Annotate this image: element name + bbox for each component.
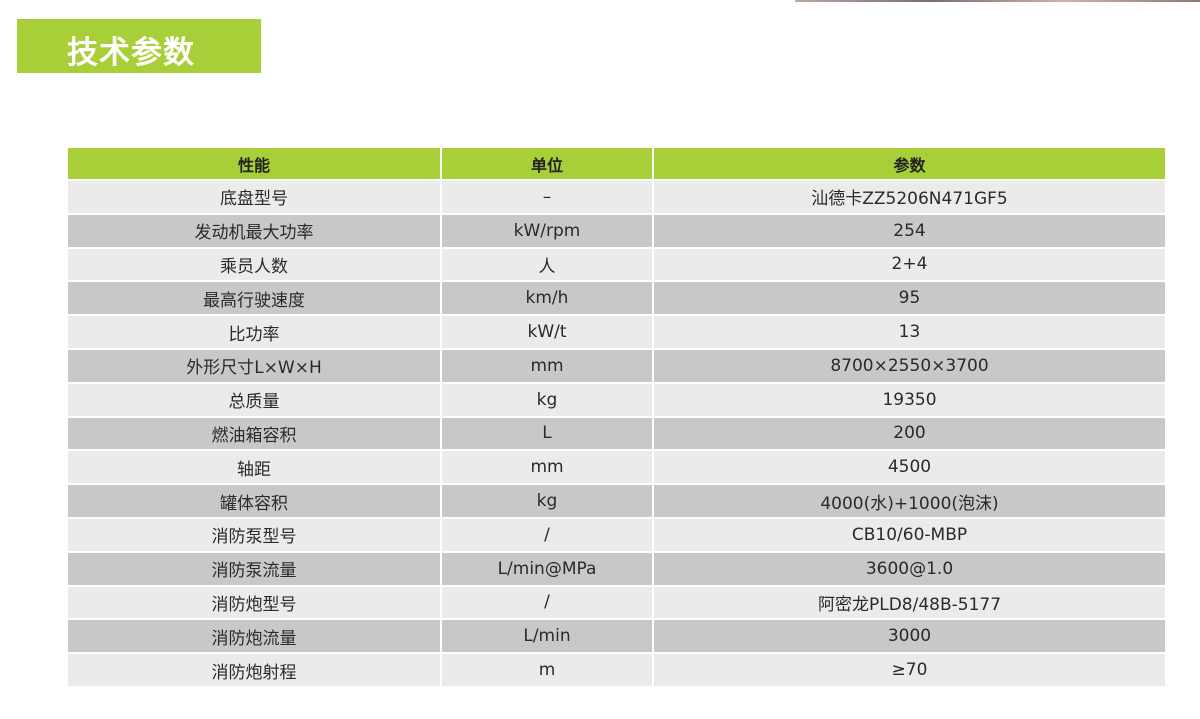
table-row: 外形尺寸L×W×H mm 8700×2550×3700 bbox=[68, 349, 1165, 384]
cell-performance: 燃油箱容积 bbox=[68, 417, 442, 452]
table-row: 消防炮流量 L/min 3000 bbox=[68, 620, 1165, 655]
table-header-row: 性能 单位 参数 bbox=[68, 148, 1165, 181]
title-banner: 技术参数 bbox=[17, 19, 261, 73]
table-row: 消防泵型号 / CB10/60-MBP bbox=[68, 518, 1165, 553]
page-title: 技术参数 bbox=[67, 35, 195, 71]
cell-unit: L bbox=[442, 417, 654, 452]
cell-unit: / bbox=[442, 518, 654, 553]
cell-parameter: 阿密龙PLD8/48B-5177 bbox=[654, 586, 1165, 621]
cell-parameter: 200 bbox=[654, 417, 1165, 452]
cell-parameter: 8700×2550×3700 bbox=[654, 349, 1165, 384]
cell-unit: km/h bbox=[442, 282, 654, 317]
table-row: 最高行驶速度 km/h 95 bbox=[68, 282, 1165, 317]
table-row: 燃油箱容积 L 200 bbox=[68, 417, 1165, 452]
top-image-strip bbox=[795, 0, 1200, 2]
cell-unit: L/min@MPa bbox=[442, 552, 654, 587]
cell-performance: 最高行驶速度 bbox=[68, 282, 442, 317]
table-row: 消防泵流量 L/min@MPa 3600@1.0 bbox=[68, 552, 1165, 587]
cell-unit: 人 bbox=[442, 248, 654, 283]
cell-unit: m bbox=[442, 654, 654, 688]
cell-parameter: 254 bbox=[654, 214, 1165, 249]
cell-performance: 总质量 bbox=[68, 383, 442, 418]
table-row: 消防炮型号 / 阿密龙PLD8/48B-5177 bbox=[68, 586, 1165, 621]
cell-unit: mm bbox=[442, 349, 654, 384]
cell-unit: L/min bbox=[442, 620, 654, 655]
cell-parameter: 3000 bbox=[654, 620, 1165, 655]
cell-performance: 消防炮射程 bbox=[68, 654, 442, 688]
cell-parameter: 3600@1.0 bbox=[654, 552, 1165, 587]
header-parameter: 参数 bbox=[654, 148, 1165, 181]
table-row: 乘员人数人 2+4 bbox=[68, 248, 1165, 283]
cell-performance: 发动机最大功率 bbox=[68, 214, 442, 249]
cell-unit: mm bbox=[442, 451, 654, 486]
cell-performance: 消防泵型号 bbox=[68, 518, 442, 553]
header-unit: 单位 bbox=[442, 148, 654, 181]
cell-unit: kW/rpm bbox=[442, 214, 654, 249]
table-row: 发动机最大功率 kW/rpm 254 bbox=[68, 214, 1165, 249]
cell-parameter: 19350 bbox=[654, 383, 1165, 418]
cell-unit: / bbox=[442, 586, 654, 621]
cell-unit: – bbox=[442, 181, 654, 215]
cell-performance: 消防炮流量 bbox=[68, 620, 442, 655]
cell-performance: 消防泵流量 bbox=[68, 552, 442, 587]
cell-performance: 底盘型号 bbox=[68, 181, 442, 215]
cell-performance: 外形尺寸L×W×H bbox=[68, 349, 442, 384]
cell-parameter: 汕德卡ZZ5206N471GF5 bbox=[654, 181, 1165, 215]
cell-parameter: 4500 bbox=[654, 451, 1165, 486]
cell-performance: 比功率 bbox=[68, 316, 442, 350]
header-performance: 性能 bbox=[68, 148, 442, 181]
table-row: 比功率 kW/t 13 bbox=[68, 316, 1165, 350]
cell-performance: 消防炮型号 bbox=[68, 586, 442, 621]
spec-table: 性能 单位 参数 底盘型号 – 汕德卡ZZ5206N471GF5 发动机最大功率 kW/… bbox=[68, 148, 1165, 688]
cell-performance: 罐体容积 bbox=[68, 485, 442, 519]
cell-unit: kg bbox=[442, 485, 654, 519]
cell-unit: kW/t bbox=[442, 316, 654, 350]
table-row: 轴距 mm 4500 bbox=[68, 451, 1165, 486]
cell-performance: 乘员人数 bbox=[68, 248, 442, 283]
table-row: 底盘型号 – 汕德卡ZZ5206N471GF5 bbox=[68, 181, 1165, 215]
table-row: 消防炮射程 m ≥70 bbox=[68, 654, 1165, 688]
cell-parameter: 13 bbox=[654, 316, 1165, 350]
cell-parameter: 4000(水)+1000(泡沫) bbox=[654, 485, 1165, 519]
cell-performance: 轴距 bbox=[68, 451, 442, 486]
cell-parameter: 95 bbox=[654, 282, 1165, 317]
table-row: 总质量 kg 19350 bbox=[68, 383, 1165, 418]
cell-parameter: CB10/60-MBP bbox=[654, 518, 1165, 553]
cell-parameter: 2+4 bbox=[654, 248, 1165, 283]
cell-unit: kg bbox=[442, 383, 654, 418]
table-row: 罐体容积 kg 4000(水)+1000(泡沫) bbox=[68, 485, 1165, 519]
cell-parameter: ≥70 bbox=[654, 654, 1165, 688]
